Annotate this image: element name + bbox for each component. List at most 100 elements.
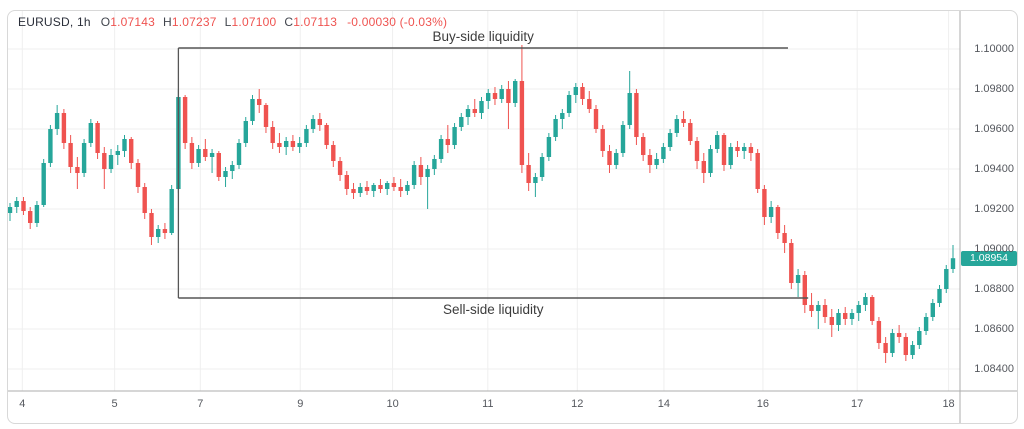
candle-up <box>795 275 801 283</box>
candle-down <box>270 127 275 143</box>
price-axis-label: 1.09600 <box>974 123 1014 135</box>
candle-up <box>108 155 114 169</box>
candle-up <box>768 207 774 217</box>
candle-up <box>546 137 552 157</box>
buy-side-liquidity-label[interactable]: Buy-side liquidity <box>432 29 534 44</box>
sell-side-liquidity-label[interactable]: Sell-side liquidity <box>443 302 544 317</box>
candle-up <box>452 127 457 145</box>
candle-down <box>364 187 370 191</box>
candle-up <box>122 139 127 151</box>
time-axis-label: 10 <box>386 398 399 410</box>
candle-down <box>337 161 343 175</box>
time-axis-label: 14 <box>657 398 671 410</box>
candle-up <box>728 147 733 165</box>
time-axis-label: 5 <box>111 398 118 410</box>
candle-down <box>21 201 26 211</box>
candle-up <box>411 165 417 185</box>
candle-up <box>849 313 855 319</box>
close-label: C <box>284 15 294 29</box>
candle-up <box>553 119 558 137</box>
candle-up <box>385 183 390 189</box>
candle-up <box>566 95 572 113</box>
candle-up <box>560 113 565 119</box>
candle-down <box>593 109 599 129</box>
candle-up <box>81 143 87 173</box>
candle-up <box>209 153 215 157</box>
candle-down <box>351 189 356 193</box>
candle-up <box>405 185 410 191</box>
candle-up <box>944 269 949 289</box>
candle-down <box>391 183 397 187</box>
time-axis-label: 9 <box>297 398 304 410</box>
open-value: 1.07143 <box>110 15 156 29</box>
candle-down <box>324 125 329 145</box>
candle-down <box>203 149 208 157</box>
candle-up <box>310 119 316 129</box>
candle-down <box>277 143 282 147</box>
time-axis-label: 7 <box>197 398 204 410</box>
candle-up <box>169 189 174 233</box>
price-axis-label: 1.10000 <box>974 43 1014 55</box>
candle-up <box>937 289 942 303</box>
candle-up <box>304 129 309 143</box>
candle-up <box>513 81 518 103</box>
candle-up <box>654 159 659 165</box>
candle-down <box>331 145 336 161</box>
candle-up <box>371 185 376 191</box>
candle-up <box>715 135 720 149</box>
candle-up <box>742 147 747 151</box>
candle-up <box>438 139 444 159</box>
candle-down <box>607 151 612 165</box>
candle-down <box>95 123 100 153</box>
high-value: 1.07237 <box>171 15 217 29</box>
candle-up <box>708 149 713 173</box>
candle-down <box>876 321 882 343</box>
candle-down <box>142 187 147 213</box>
candle-down <box>263 105 269 127</box>
candle-up <box>533 177 538 183</box>
candle-down <box>822 305 828 317</box>
candle-down <box>701 161 706 173</box>
low-label: L <box>224 15 232 29</box>
time-axis-label: 17 <box>851 398 864 410</box>
candle-down <box>129 139 134 163</box>
candle-up <box>284 141 289 147</box>
price-axis-label: 1.08600 <box>974 323 1014 335</box>
candle-down <box>721 135 727 165</box>
candle-up <box>917 331 922 345</box>
candle-down <box>755 153 760 189</box>
last-price-badge: 1.08954 <box>961 250 1017 266</box>
candle-down <box>694 141 700 161</box>
close-value: 1.07113 <box>293 15 338 29</box>
candle-up <box>88 123 93 143</box>
price-axis-label: 1.09000 <box>974 243 1014 255</box>
candle-up <box>614 153 619 165</box>
candle-up <box>661 147 666 159</box>
candle-down <box>762 189 767 217</box>
candle-down <box>829 317 834 325</box>
candle-up <box>836 313 841 325</box>
candle-down <box>896 333 902 337</box>
candle-down <box>634 93 639 137</box>
candle-down <box>344 175 349 189</box>
candle-up <box>890 333 895 353</box>
candle-up <box>667 133 673 147</box>
candle-down <box>587 99 592 109</box>
candle-down <box>162 229 168 233</box>
candle-up <box>923 317 929 331</box>
candle-up <box>48 129 53 163</box>
low-value: 1.07100 <box>231 15 277 29</box>
candle-down <box>681 119 686 123</box>
candle-down <box>378 185 383 189</box>
candle-down <box>735 147 740 151</box>
symbol-interval[interactable]: EURUSD, 1h <box>18 15 91 29</box>
candle-down <box>102 153 107 169</box>
candle-down <box>290 141 296 147</box>
candle-down <box>398 187 403 191</box>
candle-down <box>600 129 605 151</box>
candle-up <box>479 101 484 113</box>
candle-up <box>573 87 578 95</box>
candle-down <box>257 99 262 105</box>
candle-up <box>54 113 60 129</box>
